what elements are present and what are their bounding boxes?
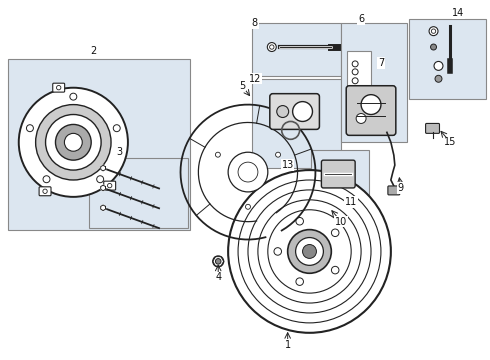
Circle shape <box>435 75 442 82</box>
Circle shape <box>97 176 104 183</box>
Text: 10: 10 <box>335 217 347 227</box>
Circle shape <box>288 230 331 273</box>
Circle shape <box>36 105 111 180</box>
FancyBboxPatch shape <box>270 94 319 129</box>
Text: 7: 7 <box>378 58 384 68</box>
Circle shape <box>431 29 436 33</box>
Circle shape <box>248 190 371 313</box>
Text: 2: 2 <box>90 46 97 56</box>
Text: 14: 14 <box>452 8 465 18</box>
Bar <box>252 23 341 76</box>
Circle shape <box>64 133 82 151</box>
Circle shape <box>277 105 289 117</box>
FancyBboxPatch shape <box>426 123 440 133</box>
Circle shape <box>296 217 303 225</box>
Polygon shape <box>101 205 105 211</box>
Circle shape <box>352 78 358 84</box>
Circle shape <box>331 229 339 237</box>
Text: 12: 12 <box>249 74 261 84</box>
Circle shape <box>56 85 61 90</box>
Circle shape <box>228 152 268 192</box>
FancyBboxPatch shape <box>388 186 400 195</box>
Circle shape <box>213 256 223 267</box>
Circle shape <box>434 62 443 70</box>
Circle shape <box>216 152 220 157</box>
Bar <box>347 51 371 100</box>
Circle shape <box>293 102 313 121</box>
FancyBboxPatch shape <box>53 83 65 92</box>
Polygon shape <box>101 185 105 191</box>
Circle shape <box>43 176 50 183</box>
FancyBboxPatch shape <box>39 187 51 196</box>
Circle shape <box>352 69 358 75</box>
Circle shape <box>107 184 112 188</box>
Circle shape <box>295 238 323 265</box>
Text: 13: 13 <box>282 160 294 170</box>
Bar <box>341 23 407 142</box>
FancyBboxPatch shape <box>346 86 396 135</box>
Circle shape <box>268 210 351 293</box>
Circle shape <box>113 125 120 132</box>
Circle shape <box>352 61 358 67</box>
Circle shape <box>274 248 282 255</box>
Text: 9: 9 <box>398 183 404 193</box>
Polygon shape <box>101 165 105 171</box>
Circle shape <box>268 42 276 51</box>
Circle shape <box>361 95 381 114</box>
Text: 4: 4 <box>215 272 221 282</box>
Bar <box>252 79 341 168</box>
Circle shape <box>228 170 391 333</box>
Bar <box>89 158 189 228</box>
Circle shape <box>429 27 438 36</box>
Text: 6: 6 <box>358 14 364 24</box>
Circle shape <box>275 152 281 157</box>
Circle shape <box>70 93 77 100</box>
Bar <box>312 150 369 198</box>
Text: 8: 8 <box>252 18 258 28</box>
Circle shape <box>302 244 317 258</box>
Circle shape <box>356 113 366 123</box>
Circle shape <box>296 278 303 285</box>
Text: 1: 1 <box>285 340 291 350</box>
Circle shape <box>19 88 128 197</box>
Text: 3: 3 <box>116 147 122 157</box>
Circle shape <box>270 45 274 49</box>
Circle shape <box>431 44 437 50</box>
Text: 15: 15 <box>444 137 457 147</box>
Circle shape <box>216 258 221 264</box>
Text: 5: 5 <box>239 81 245 91</box>
FancyBboxPatch shape <box>104 181 116 190</box>
Circle shape <box>245 204 250 209</box>
Circle shape <box>43 189 47 193</box>
Circle shape <box>26 125 33 132</box>
Text: 11: 11 <box>345 197 357 207</box>
Circle shape <box>46 114 101 170</box>
Circle shape <box>55 125 91 160</box>
Circle shape <box>331 266 339 274</box>
FancyBboxPatch shape <box>321 160 355 188</box>
Bar <box>409 19 486 99</box>
Bar <box>8 59 191 230</box>
